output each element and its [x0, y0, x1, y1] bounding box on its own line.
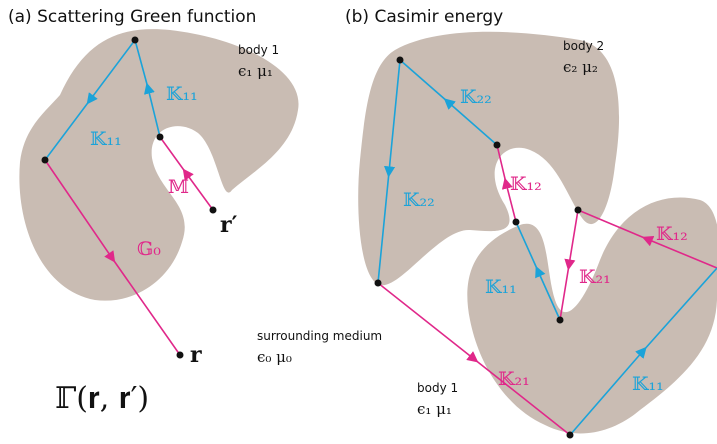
body-name: body 2: [563, 39, 604, 53]
operator-label: 𝕂₁₂: [510, 173, 542, 195]
point-label: 𝐫: [190, 342, 202, 368]
operator-label: 𝕂₂₁: [498, 368, 530, 390]
operator-label: 𝕂₁₁: [485, 276, 517, 298]
formula: ℾ(𝐫, 𝐫′): [55, 381, 149, 416]
body-name: body 1: [238, 43, 279, 57]
point-label: 𝐫′: [220, 212, 238, 238]
operator-label: 𝔾₀: [137, 238, 161, 260]
operator-label: 𝕂₁₁: [632, 373, 664, 395]
path-segment: [560, 210, 578, 320]
operator-label: 𝕂₂₁: [579, 266, 611, 288]
operator-label: 𝕄: [168, 176, 189, 198]
body-material: ϵ₁ μ₁: [238, 62, 273, 80]
operator-label: 𝕂₂₂: [403, 189, 435, 211]
body-material: ϵ₁ μ₁: [417, 400, 452, 418]
diagram: (a) Scattering Green function body 1 ϵ₁ …: [0, 0, 717, 444]
operator-label: 𝕂₁₁: [90, 128, 122, 150]
panel-title: (b) Casimir energy: [345, 7, 503, 27]
medium-material: ϵ₀ μ₀: [257, 348, 292, 366]
body-material: ϵ₂ μ₂: [563, 58, 598, 76]
operator-label: 𝕂₁₁: [166, 83, 198, 105]
operator-label: 𝕂₂₂: [460, 86, 492, 108]
body-name: body 1: [417, 381, 458, 395]
panel-title: (a) Scattering Green function: [8, 7, 256, 27]
operator-label: 𝕂₁₂: [656, 223, 688, 245]
medium-name: surrounding medium: [257, 329, 382, 343]
